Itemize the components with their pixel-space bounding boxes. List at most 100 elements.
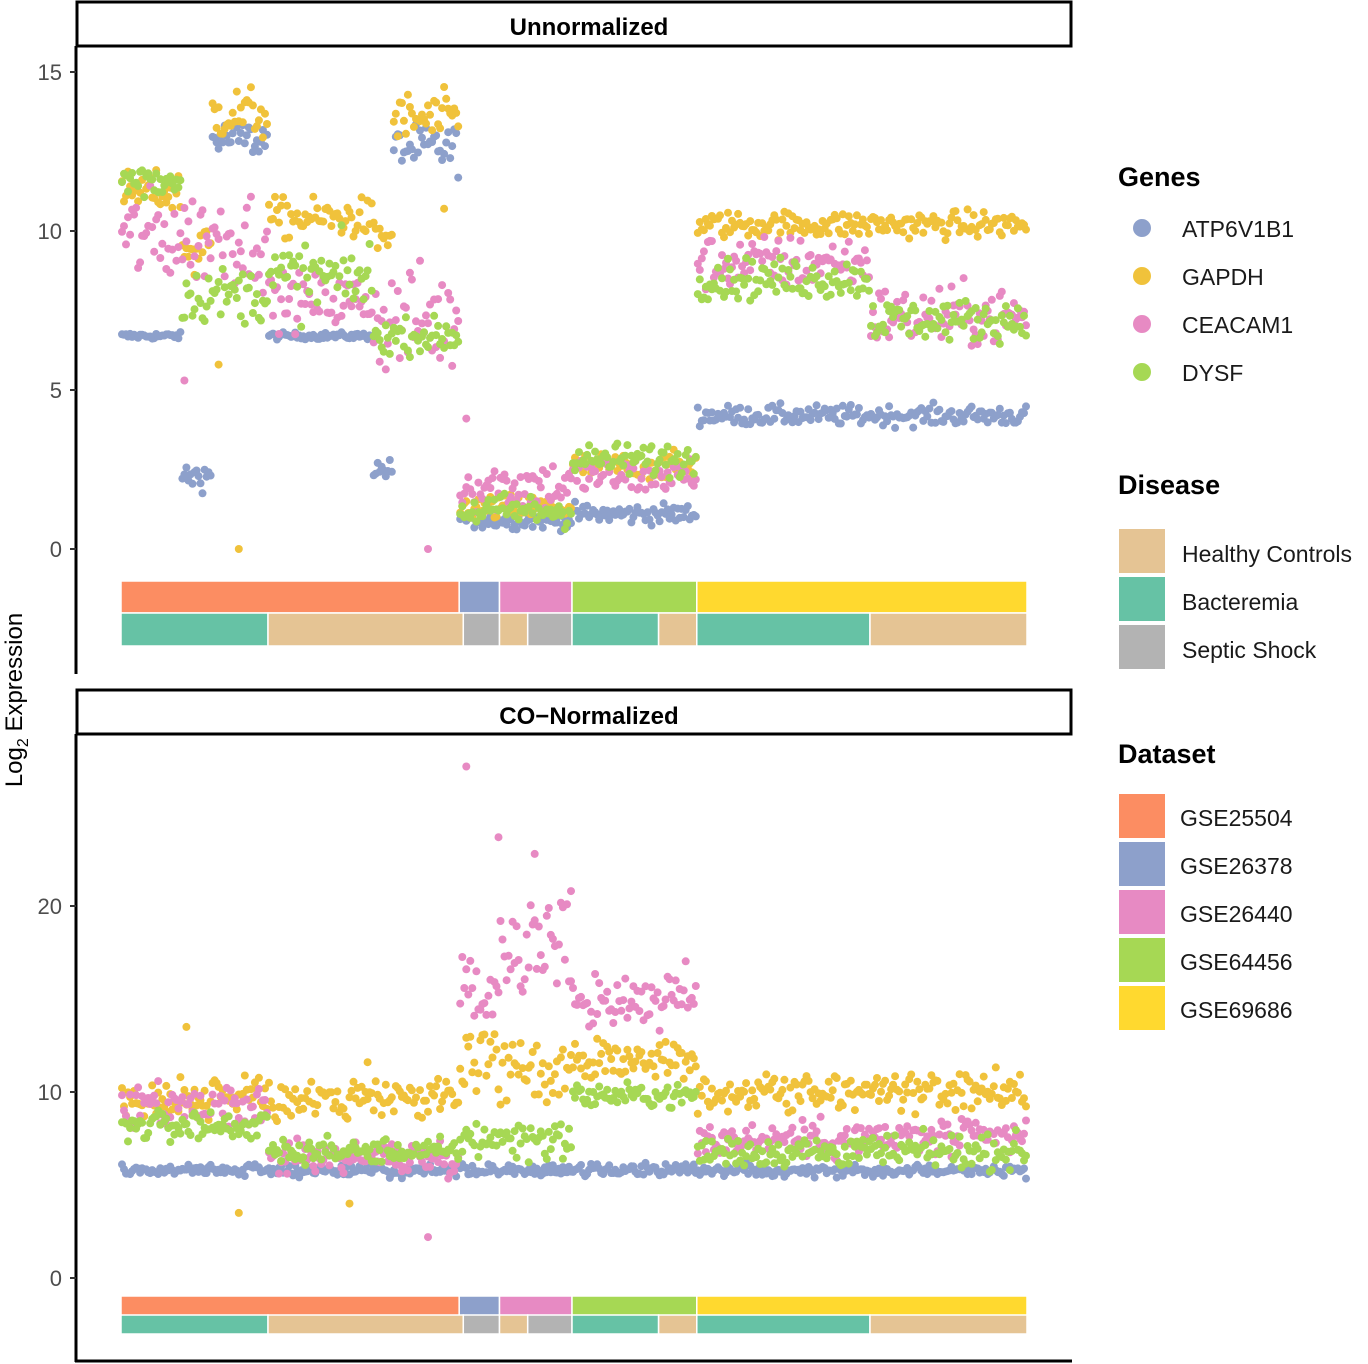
legend-dataset: Dataset GSE25504 GSE26378 GSE26440 GSE64… <box>1118 739 1293 1030</box>
point-ceacam1 <box>609 1019 618 1027</box>
point-gapdh <box>778 215 787 224</box>
y-ticks: 0 5 10 15 <box>38 60 76 562</box>
point-ceacam1 <box>681 957 690 966</box>
point-dysf <box>1013 304 1022 313</box>
point-dysf <box>450 1139 459 1148</box>
point-ceacam1 <box>285 295 294 303</box>
point-dysf <box>232 294 241 302</box>
disease-bar-bacteremia <box>571 1314 660 1335</box>
point-dysf <box>224 290 233 299</box>
point-dysf <box>124 1137 132 1146</box>
point-gapdh <box>281 1085 290 1094</box>
point-gapdh <box>943 1099 952 1108</box>
point-gapdh <box>862 223 871 231</box>
point-gapdh <box>283 201 292 210</box>
point-ceacam1 <box>768 1124 777 1133</box>
point-dysf <box>416 347 424 356</box>
point-dysf <box>238 270 247 279</box>
point-gapdh <box>371 1077 380 1086</box>
point-ceacam1 <box>613 981 622 990</box>
point-gapdh <box>973 232 982 241</box>
point-gapdh <box>430 1091 439 1100</box>
point-dysf <box>563 519 571 528</box>
point-atp6v1b1 <box>885 402 894 411</box>
y-tick-label: 0 <box>50 537 62 562</box>
point-gapdh <box>375 224 384 233</box>
point-ceacam1 <box>959 274 968 283</box>
point-dysf <box>138 1118 147 1127</box>
point-atp6v1b1 <box>1001 419 1010 428</box>
point-gapdh <box>915 1085 924 1094</box>
point-dysf <box>967 1159 976 1168</box>
point-ceacam1 <box>220 1096 229 1105</box>
point-gapdh <box>1022 1102 1030 1111</box>
point-ceacam1 <box>943 1120 952 1129</box>
point-atp6v1b1 <box>174 334 183 343</box>
point-dysf <box>252 1131 261 1140</box>
point-ceacam1 <box>154 211 163 220</box>
point-gapdh <box>579 1051 588 1060</box>
dataset-bar-gse69686 <box>696 1295 1028 1317</box>
point-ceacam1 <box>154 1077 163 1086</box>
dataset-bar-gse25504 <box>120 580 460 614</box>
point-gapdh <box>832 1074 841 1082</box>
point-ceacam1 <box>462 414 471 423</box>
point-dysf <box>691 1087 700 1096</box>
point-ceacam1 <box>444 289 453 297</box>
dataset-bar-gse26378 <box>458 580 501 614</box>
point-ceacam1 <box>180 376 189 385</box>
point-gapdh <box>919 1093 928 1102</box>
point-gapdh <box>454 122 463 131</box>
point-ceacam1 <box>532 964 541 973</box>
disease-bar-healthy-controls <box>267 1314 465 1335</box>
point-dysf <box>240 319 249 328</box>
point-gapdh <box>991 1063 1000 1072</box>
point-dysf <box>134 182 143 190</box>
point-dysf <box>802 1139 811 1148</box>
point-dysf <box>812 1136 821 1145</box>
point-atp6v1b1 <box>679 513 688 522</box>
point-gapdh <box>307 1077 316 1086</box>
point-dysf <box>279 1135 288 1144</box>
point-ceacam1 <box>146 1100 155 1108</box>
point-dysf <box>349 294 358 303</box>
legend-label: GSE26378 <box>1180 853 1293 879</box>
point-gapdh <box>824 1077 833 1086</box>
point-gapdh <box>460 1080 469 1088</box>
point-ceacam1 <box>567 474 575 483</box>
point-ceacam1 <box>603 987 612 996</box>
point-dysf <box>832 1150 841 1159</box>
point-dysf <box>341 289 350 298</box>
point-atp6v1b1 <box>444 128 453 137</box>
point-gapdh <box>277 201 286 210</box>
point-dysf <box>508 1146 517 1155</box>
point-gapdh <box>846 1076 855 1085</box>
point-ceacam1 <box>502 476 511 485</box>
legend-key <box>1133 363 1151 381</box>
point-gapdh <box>621 1067 630 1076</box>
point-dysf <box>1001 1155 1010 1164</box>
point-atp6v1b1 <box>418 133 426 142</box>
point-ceacam1 <box>478 494 487 503</box>
point-dysf <box>204 274 213 283</box>
point-dysf <box>788 284 797 293</box>
point-dysf <box>454 337 463 346</box>
point-dysf <box>329 268 338 277</box>
point-gapdh <box>311 1109 320 1118</box>
point-ceacam1 <box>214 235 223 243</box>
point-dysf <box>162 1114 171 1123</box>
point-atp6v1b1 <box>198 489 207 498</box>
point-atp6v1b1 <box>659 499 668 508</box>
point-ceacam1 <box>595 979 604 988</box>
point-atp6v1b1 <box>810 408 819 417</box>
point-gapdh <box>800 228 809 237</box>
point-dysf <box>224 1112 233 1121</box>
point-ceacam1 <box>947 282 956 291</box>
point-ceacam1 <box>254 270 263 279</box>
point-gapdh <box>838 1101 847 1110</box>
point-gapdh <box>601 1067 610 1076</box>
point-dysf <box>1005 1166 1014 1175</box>
point-gapdh <box>631 1057 640 1066</box>
point-gapdh <box>534 1090 543 1099</box>
point-dysf <box>526 492 535 501</box>
